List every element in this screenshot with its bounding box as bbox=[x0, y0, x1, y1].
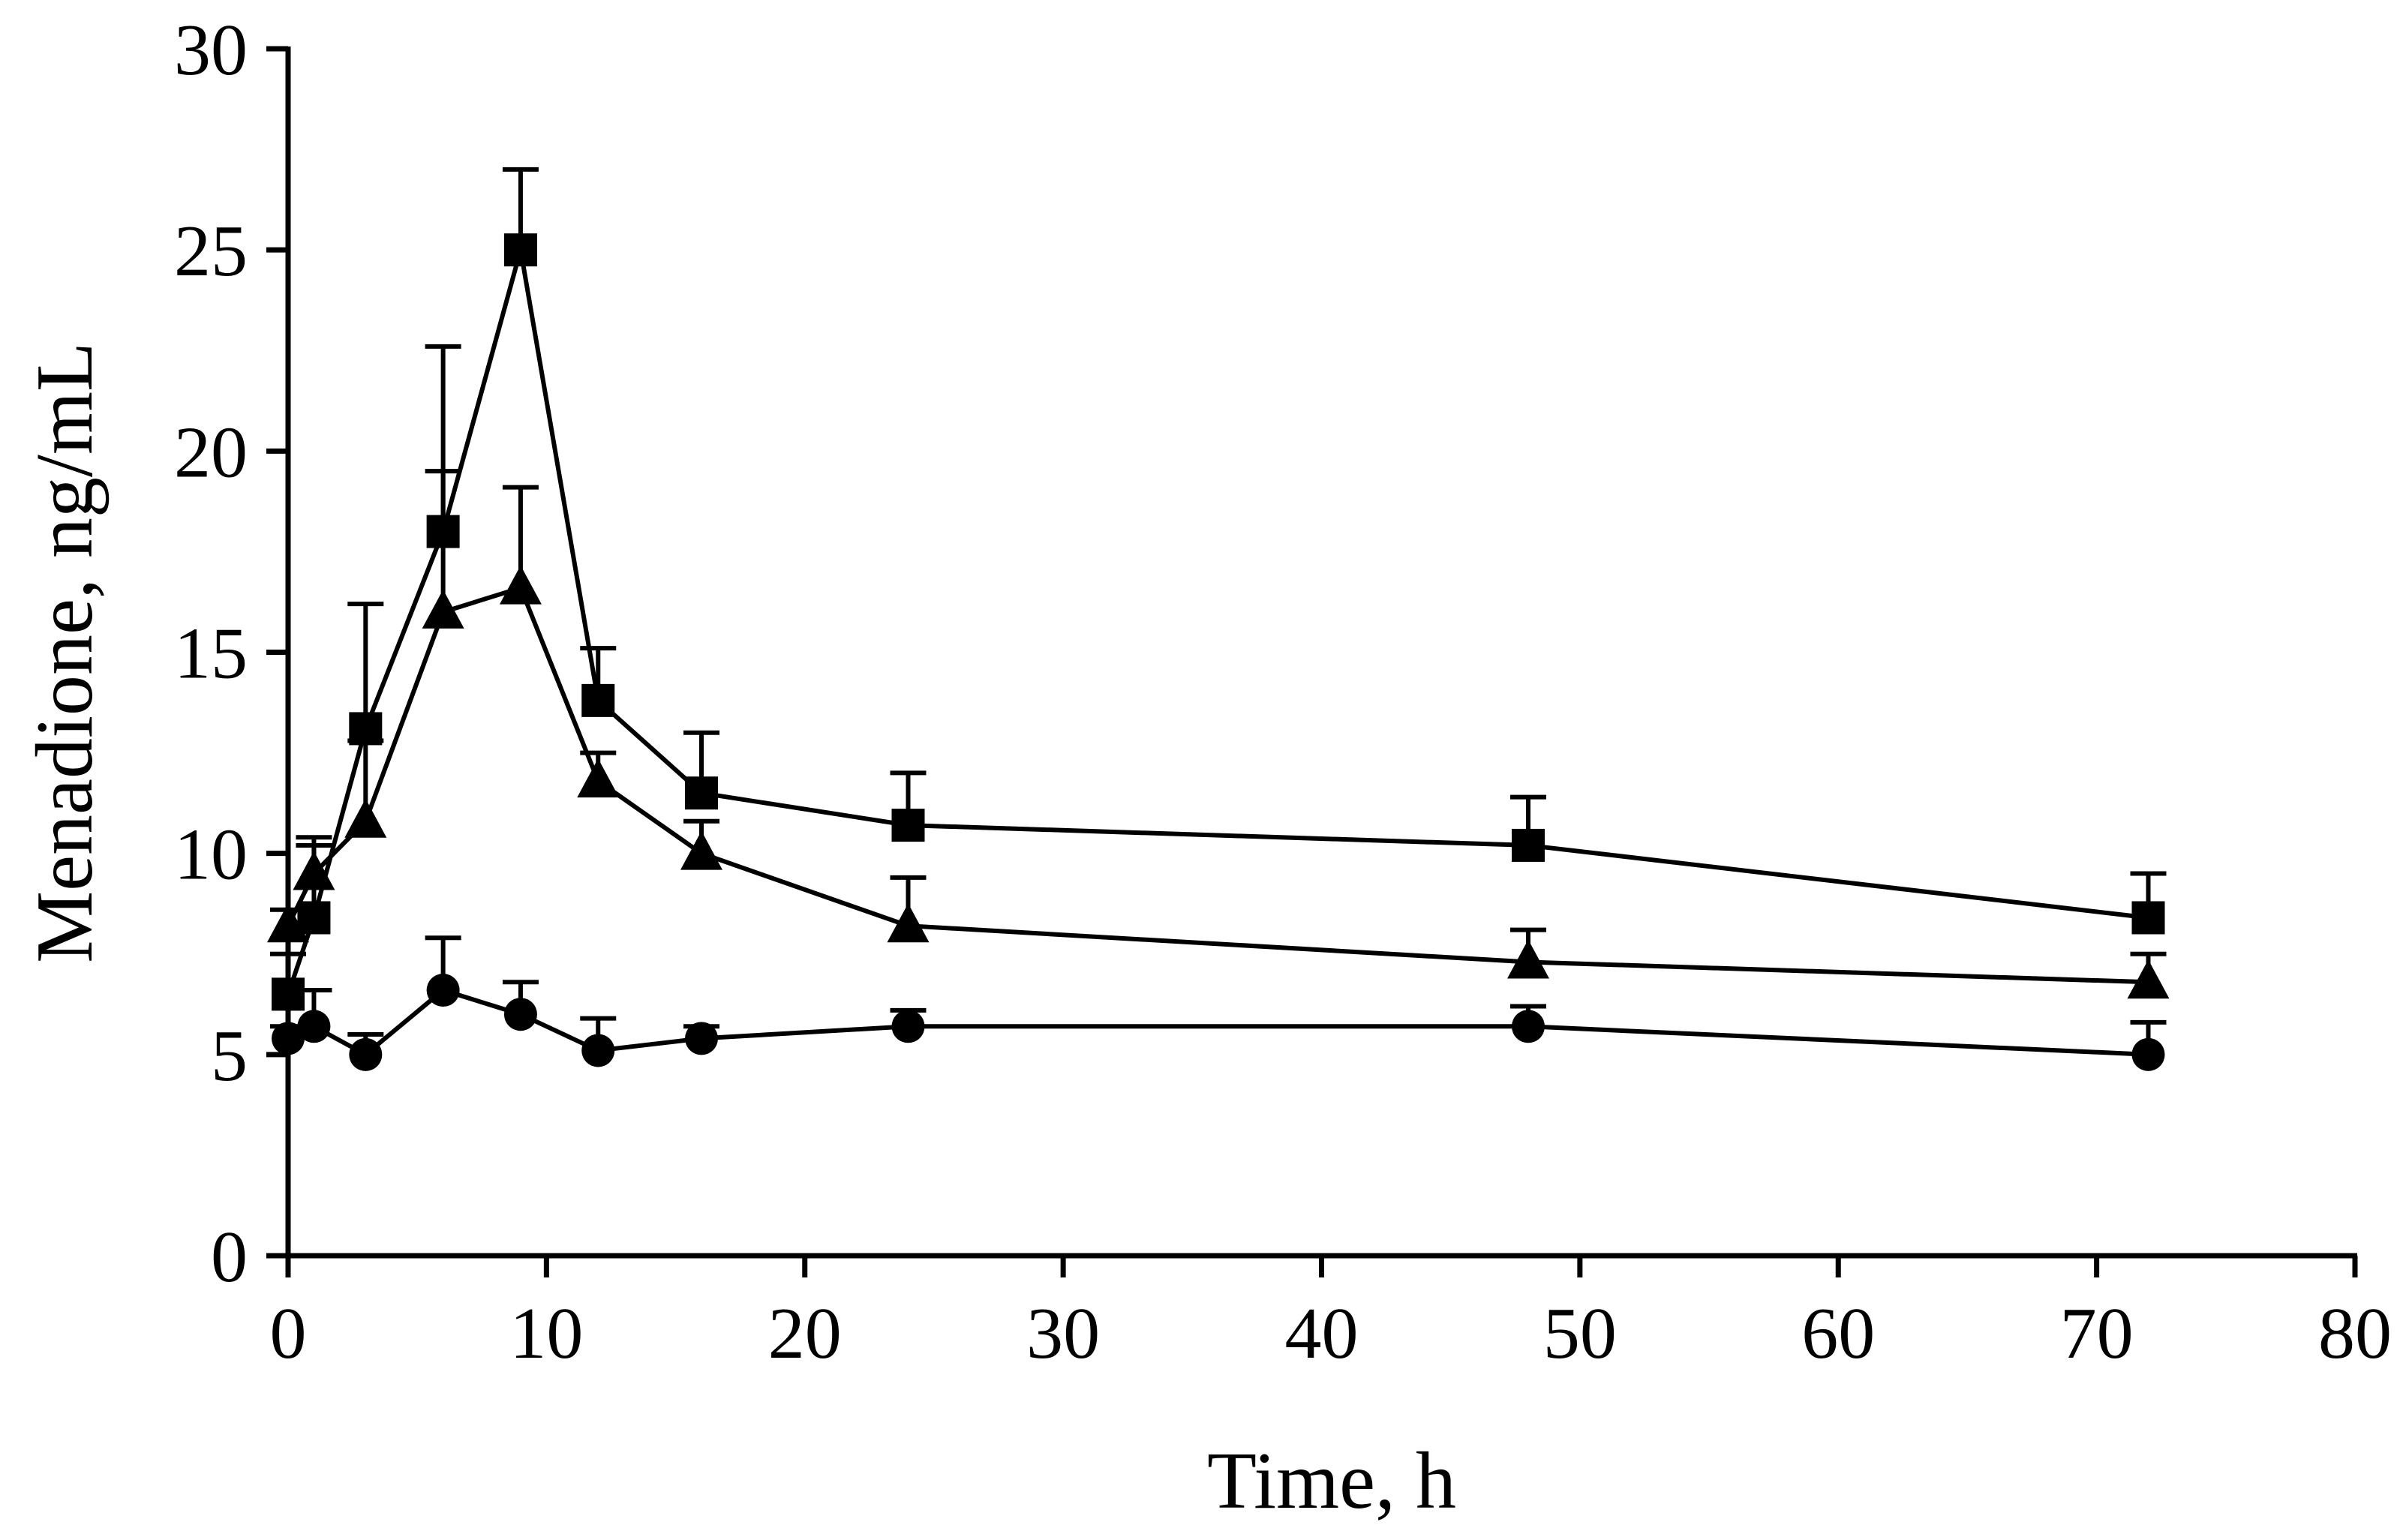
data-point-square bbox=[891, 809, 925, 842]
error-bars bbox=[270, 167, 2167, 1055]
data-point-square bbox=[297, 901, 331, 935]
y-tick-label: 30 bbox=[174, 10, 248, 91]
x-tick-label: 10 bbox=[509, 1293, 583, 1374]
data-point-triangle bbox=[422, 589, 464, 629]
data-point-triangle bbox=[499, 565, 542, 605]
series-line-circle bbox=[287, 987, 2149, 1058]
data-point-circle bbox=[2131, 1037, 2165, 1071]
data-point-circle bbox=[581, 1034, 615, 1067]
data-point-square bbox=[581, 683, 615, 717]
x-tick-label: 70 bbox=[2060, 1293, 2134, 1374]
data-point-circle bbox=[272, 1022, 305, 1055]
x-tick-label: 80 bbox=[2318, 1293, 2392, 1374]
data-point-triangle bbox=[1507, 939, 1549, 979]
x-tick-label: 30 bbox=[1026, 1293, 1100, 1374]
data-point-triangle bbox=[344, 798, 387, 838]
data-point-square bbox=[685, 776, 718, 810]
data-point-square bbox=[272, 977, 305, 1011]
y-tick-label: 20 bbox=[174, 412, 248, 493]
series-markers bbox=[267, 233, 2170, 1071]
data-point-square bbox=[2131, 901, 2165, 935]
series-line-square bbox=[286, 249, 2149, 995]
data-point-circle bbox=[685, 1022, 718, 1055]
data-point-square bbox=[1512, 828, 1545, 862]
y-tick-label: 25 bbox=[174, 211, 248, 292]
data-point-triangle bbox=[577, 758, 620, 798]
data-point-circle bbox=[349, 1037, 383, 1071]
data-point-triangle bbox=[680, 830, 722, 870]
data-point-triangle bbox=[293, 851, 335, 890]
data-point-square bbox=[349, 712, 383, 746]
y-axis-title: Menadione, ng/mL bbox=[20, 342, 110, 963]
x-axis-title: Time, h bbox=[1207, 1436, 1456, 1526]
x-tick-label: 20 bbox=[768, 1293, 842, 1374]
x-tick-label: 0 bbox=[270, 1293, 307, 1374]
y-tick-label: 10 bbox=[174, 815, 248, 896]
series-lines bbox=[286, 249, 2149, 1058]
data-point-square bbox=[426, 515, 460, 548]
y-tick-label: 0 bbox=[211, 1217, 248, 1298]
data-point-triangle bbox=[267, 903, 309, 943]
data-point-circle bbox=[426, 974, 460, 1007]
data-point-circle bbox=[891, 1010, 925, 1043]
y-tick-label: 15 bbox=[174, 614, 248, 695]
data-point-circle bbox=[1512, 1010, 1545, 1043]
x-ticks: 0 10 20 30 40 50 60 70 80 bbox=[270, 1256, 2392, 1374]
series-line-triangle bbox=[286, 584, 2149, 985]
data-point-circle bbox=[297, 1010, 331, 1043]
y-ticks: 0 5 10 15 20 25 30 bbox=[174, 10, 288, 1298]
error-bar-square bbox=[347, 602, 384, 729]
data-point-triangle bbox=[887, 903, 930, 943]
data-point-square bbox=[503, 233, 537, 267]
data-point-triangle bbox=[2127, 959, 2170, 999]
x-tick-label: 50 bbox=[1543, 1293, 1617, 1374]
data-point-circle bbox=[503, 998, 537, 1031]
x-tick-label: 60 bbox=[1801, 1293, 1875, 1374]
y-tick-label: 5 bbox=[211, 1016, 248, 1097]
x-tick-label: 40 bbox=[1285, 1293, 1359, 1374]
